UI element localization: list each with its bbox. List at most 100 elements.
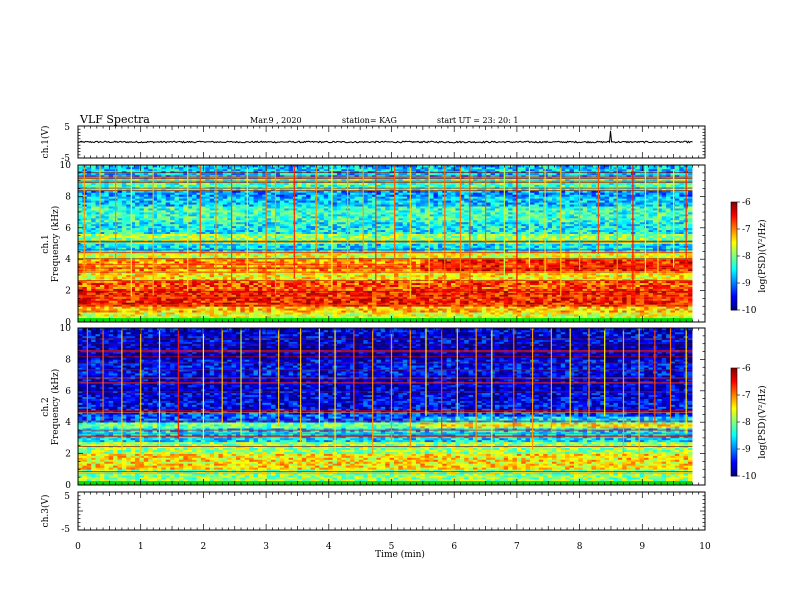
spectrogram-cell	[240, 300, 245, 302]
spectrogram-cell	[113, 281, 118, 283]
spectrogram-cell	[122, 259, 127, 261]
spectrogram-cell	[267, 316, 272, 318]
spectrogram-cell	[179, 236, 184, 238]
spectrogram-cell	[144, 310, 149, 312]
spectrogram-cell	[267, 183, 272, 185]
spectrogram-cell	[210, 285, 215, 287]
spectrogram-cell	[240, 198, 245, 200]
spectrogram-cell	[254, 285, 259, 287]
spectrogram-cell	[302, 226, 307, 228]
spectrogram-cell	[297, 306, 302, 308]
spectrogram-cell	[122, 314, 127, 316]
spectrogram-cell	[122, 179, 127, 181]
spectrogram-cell	[218, 277, 223, 279]
spectrogram-cell	[254, 302, 259, 304]
spectrogram-cell	[118, 261, 123, 263]
spectrogram-cell	[161, 212, 166, 214]
spectrogram-cell	[218, 220, 223, 222]
spectrogram-cell	[337, 265, 342, 267]
spectrogram-cell	[249, 210, 254, 212]
spectrogram-cell	[205, 298, 210, 300]
spectrogram-cell	[161, 308, 166, 310]
spectrogram-cell	[280, 314, 285, 316]
spectrogram-cell	[223, 196, 228, 198]
spectrogram-cell	[276, 224, 281, 226]
spectrogram-cell	[276, 255, 281, 257]
spectrogram-cell	[161, 167, 166, 169]
spectrogram-cell	[78, 269, 83, 271]
spectrogram-cell	[306, 285, 311, 287]
spectrogram-cell	[175, 220, 180, 222]
spectrogram-cell	[276, 281, 281, 283]
spectrogram-cell	[223, 289, 228, 291]
spectrogram-cell	[276, 236, 281, 238]
spectrogram-cell	[175, 295, 180, 297]
spectrogram-cell	[91, 277, 96, 279]
spectrogram-cell	[148, 220, 153, 222]
spectrogram-cell	[91, 226, 96, 228]
spectrogram-cell	[205, 204, 210, 206]
spectrogram-cell	[337, 259, 342, 261]
spectrogram-cell	[148, 179, 153, 181]
spectrogram-cell	[148, 277, 153, 279]
spectrogram-cell	[139, 308, 144, 310]
spectrogram-cell	[109, 183, 114, 185]
spectrogram-cell	[188, 232, 193, 234]
spectrogram-cell	[126, 232, 131, 234]
spectrogram-cell	[104, 179, 109, 181]
spectrogram-cell	[267, 312, 272, 314]
spectrogram-cell	[100, 236, 105, 238]
spectrogram-cell	[131, 306, 136, 308]
spectrogram-cell	[232, 275, 237, 277]
spectrogram-cell	[249, 255, 254, 257]
spectrogram-cell	[249, 261, 254, 263]
spectrogram-cell	[161, 228, 166, 230]
spectrogram-cell	[258, 179, 263, 181]
spectrogram-cell	[258, 226, 263, 228]
spectrogram-cell	[126, 308, 131, 310]
spectrogram-cell	[284, 255, 289, 257]
spectrogram-cell	[210, 298, 215, 300]
spectrogram-cell	[201, 247, 206, 249]
spectrogram-cell	[126, 238, 131, 240]
spectrogram-cell	[192, 173, 197, 175]
spectrogram-cell	[218, 222, 223, 224]
spectrogram-cell	[131, 314, 136, 316]
spectrogram-cell	[166, 236, 171, 238]
spectrogram-cell	[333, 232, 338, 234]
spectrogram-cell	[144, 228, 149, 230]
spectrogram-cell	[135, 287, 140, 289]
spectrogram-cell	[157, 202, 162, 204]
spectrogram-cell	[148, 283, 153, 285]
spectrogram-cell	[192, 285, 197, 287]
spectrogram-cell	[249, 208, 254, 210]
spectrogram-cell	[201, 306, 206, 308]
spectrogram-cell	[289, 302, 294, 304]
spectrogram-cell	[135, 277, 140, 279]
spectrogram-cell	[122, 200, 127, 202]
spectrogram-cell	[232, 202, 237, 204]
spectrogram-cell	[188, 261, 193, 263]
spectrogram-cell	[170, 230, 175, 232]
spectrogram-cell	[232, 236, 237, 238]
spectrogram-cell	[205, 173, 210, 175]
spectrogram-cell	[126, 310, 131, 312]
spectrogram-cell	[236, 228, 241, 230]
spectrogram-cell	[284, 183, 289, 185]
spectrogram-cell	[175, 216, 180, 218]
spectrogram-cell	[91, 200, 96, 202]
spectrogram-cell	[218, 169, 223, 171]
spectrogram-cell	[232, 220, 237, 222]
spectrogram-cell	[319, 232, 324, 234]
spectrogram-cell	[319, 298, 324, 300]
spectrogram-cell	[218, 216, 223, 218]
spectrogram-cell	[100, 218, 105, 220]
spectrogram-cell	[113, 289, 118, 291]
spectrogram-cell	[153, 314, 158, 316]
spectrogram-cell	[91, 275, 96, 277]
spectrogram-cell	[118, 283, 123, 285]
spectrogram-cell	[135, 273, 140, 275]
spectrogram-cell	[139, 198, 144, 200]
spectrogram-cell	[100, 302, 105, 304]
spectrogram-cell	[289, 238, 294, 240]
